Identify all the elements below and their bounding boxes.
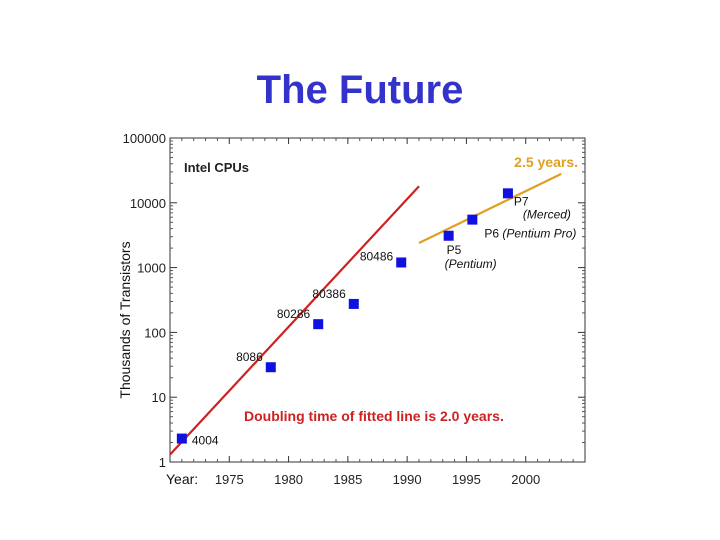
chart-title: Intel CPUs (184, 160, 249, 175)
y-tick-label: 100000 (123, 131, 166, 146)
y-tick-label: 1 (159, 455, 166, 470)
data-point-P6 (467, 214, 478, 225)
fit-line-1 (169, 185, 420, 456)
point-label: 80386 (312, 287, 346, 301)
data-point-P7 (502, 188, 513, 199)
x-tick-label: 1990 (393, 472, 422, 487)
x-tick-label: 1980 (274, 472, 303, 487)
fit-lines (169, 172, 562, 456)
data-point-4004 (176, 433, 187, 444)
data-point-80486 (396, 257, 407, 268)
point-sublabel: (Merced) (523, 207, 571, 221)
slide-title: The Future (256, 68, 464, 112)
point-sublabel: (Pentium) (445, 257, 497, 271)
data-point-80286 (313, 319, 324, 330)
y-tick-label: 10 (152, 390, 166, 405)
point-sublabel: (Pentium Pro) (502, 227, 576, 241)
point-label: 80286 (277, 307, 311, 321)
plot-frame (169, 137, 586, 463)
data-point-80386 (348, 298, 359, 309)
chart-text: 1 10 100 1000 10000 100000 1975 1980 1985 1990 199… (117, 131, 578, 487)
y-axis-label: Thousands of Transistors (117, 241, 133, 398)
data-point-P5 (443, 230, 454, 241)
data-points (176, 188, 513, 444)
fit-line-2 (418, 172, 562, 244)
x-tick-label: 1995 (452, 472, 481, 487)
point-label: 4004 (192, 434, 219, 448)
point-label: P7 (514, 194, 529, 208)
y-tick-label: 100 (144, 325, 166, 340)
y-tick-label: 1000 (137, 261, 166, 276)
x-tick-label: 1975 (215, 472, 244, 487)
point-label: 80486 (360, 249, 394, 263)
point-label: P6 (484, 227, 499, 241)
x-axis-label: Year: (166, 471, 198, 487)
data-point-8086 (265, 362, 276, 373)
fit-annotation-red: Doubling time of fitted line is 2.0 year… (244, 408, 504, 424)
chart-axes (169, 137, 586, 463)
point-label: 8086 (236, 350, 263, 364)
point-label: P5 (447, 243, 462, 257)
fit-annotation-orange: 2.5 years. (514, 154, 578, 170)
x-tick-label: 2000 (511, 472, 540, 487)
chart-ticks (170, 137, 585, 463)
y-tick-label: 10000 (130, 196, 166, 211)
x-tick-label: 1985 (333, 472, 362, 487)
